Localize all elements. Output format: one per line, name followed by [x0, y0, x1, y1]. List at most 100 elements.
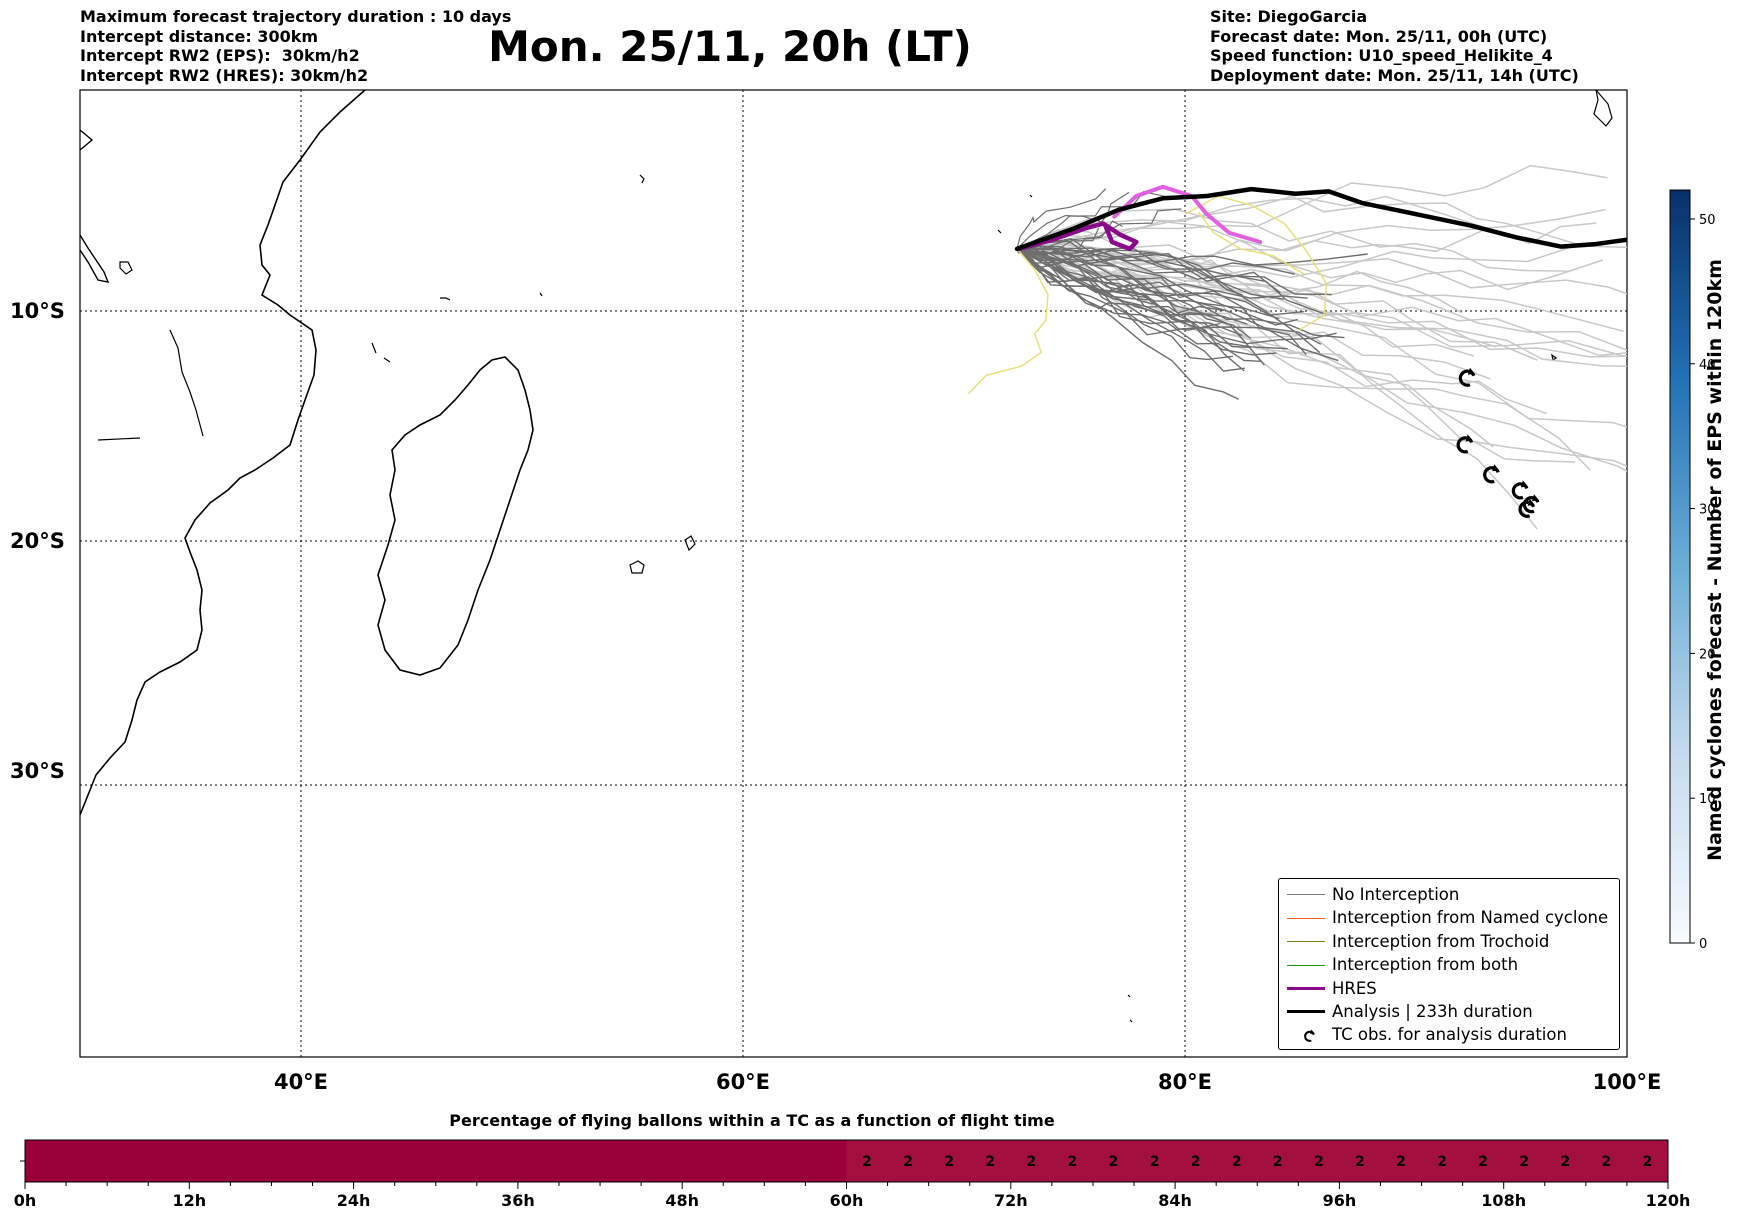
lon-tick-label: 40°E [274, 1070, 328, 1094]
legend-item: No Interception [1279, 884, 1619, 907]
time-bar-cell-value: 2 [1519, 1154, 1529, 1170]
time-bar-cell [1092, 1140, 1135, 1182]
eps-track-light [1016, 248, 1627, 468]
time-bar-cell [1298, 1140, 1340, 1182]
tc-observations [1456, 367, 1540, 518]
eps-track [1016, 248, 1234, 361]
lon-tick-label: 60°E [716, 1070, 770, 1094]
time-bar-cell-value: 2 [985, 1154, 995, 1170]
time-bar-tick-label: 0h [14, 1191, 37, 1210]
time-bar-cell [928, 1140, 970, 1182]
eps-track [1016, 248, 1221, 331]
time-bar-title: Percentage of flying ballons within a TC… [449, 1111, 1055, 1130]
cyclone-icon [1458, 367, 1476, 387]
time-bar-tick-label: 60h [830, 1191, 864, 1210]
time-bar-cell [1175, 1140, 1217, 1182]
cyclone-icon [1518, 498, 1536, 518]
time-bar-cell [1626, 1140, 1668, 1182]
eps-track-light [1016, 220, 1604, 291]
header-left-line: Intercept RW2 (HRES): 30km/h2 [80, 65, 369, 85]
colorbar: 0 10 20 30 40 50 [1669, 189, 1716, 952]
legend-item: Interception from Named cyclone [1279, 907, 1619, 930]
eps-track [1016, 248, 1288, 350]
map-content [80, 90, 1627, 1057]
legend-swatch [1287, 964, 1325, 966]
lon-tick-label: 100°E [1593, 1070, 1662, 1094]
time-bar-cell [1380, 1140, 1422, 1182]
eps-track-trochoid [967, 248, 1049, 395]
colorbar-tick-label: 20 [1699, 647, 1716, 662]
legend-swatch [1287, 894, 1325, 896]
legend-label: Analysis | 233h duration [1332, 1002, 1533, 1021]
time-bar-cell-value: 2 [1232, 1154, 1242, 1170]
legend-label: Interception from Trochoid [1332, 931, 1550, 951]
legend: No Interception Interception from Named c… [1278, 878, 1620, 1050]
time-bar-cell [1462, 1140, 1504, 1182]
time-bar-cell-value: 2 [862, 1154, 872, 1170]
header-left-line: Maximum forecast trajectory duration : 1… [80, 7, 512, 26]
legend-item: Interception from both [1279, 954, 1619, 977]
header-left-info: Maximum forecast trajectory duration : 1… [80, 7, 511, 85]
time-bar-cell-value: 2 [1273, 1154, 1283, 1170]
colorbar-tick-label: 0 [1699, 937, 1707, 952]
time-bar-cell-value: 2 [1026, 1154, 1036, 1170]
time-bar-tick-label: 48h [665, 1191, 699, 1210]
time-bar-tick-label: 84h [1158, 1191, 1192, 1210]
time-bar-tick-label: 12h [172, 1191, 206, 1210]
eps-track [1016, 248, 1248, 325]
colorbar-tick-label: 50 [1699, 213, 1716, 228]
lat-tick-label: 20°S [10, 529, 65, 553]
time-bar-cell-value: 2 [1109, 1154, 1119, 1170]
eps-track-trochoid [1197, 211, 1305, 275]
colorbar-tick-label: 10 [1699, 792, 1716, 807]
time-bar-tick-label: 72h [994, 1191, 1028, 1210]
header-right-line: Forecast date: Mon. 25/11, 00h (UTC) [1210, 26, 1548, 46]
time-bar-cell-value: 2 [1191, 1154, 1201, 1170]
eps-track [1016, 248, 1339, 362]
hres-track [1017, 221, 1139, 252]
lat-tick-label: 30°S [10, 759, 65, 783]
cyclone-icon [1456, 434, 1474, 454]
eps-track-light [1016, 239, 1627, 279]
cyclone-icon [1483, 464, 1500, 484]
time-bar-cell [846, 1140, 888, 1182]
legend-swatch [1287, 941, 1325, 943]
header-right-line: Deployment date: Mon. 25/11, 14h (UTC) [1210, 65, 1579, 85]
time-bar-cell [1585, 1140, 1627, 1182]
time-bar-cell [1339, 1140, 1381, 1182]
header-right-line: Speed function: U10_speed_Helikite_4 [1210, 46, 1553, 65]
eps-track [1016, 188, 1107, 250]
time-bar-cell [1503, 1140, 1545, 1182]
legend-item: HRES [1279, 978, 1619, 1001]
legend-label: Interception from both [1332, 955, 1519, 975]
time-bar-cell-value: 2 [1150, 1154, 1160, 1170]
eps-track [1016, 240, 1298, 326]
eps-track [1016, 246, 1326, 315]
colorbar-title: Named cyclones forecast - Number of EPS … [1704, 259, 1726, 861]
time-bar-cell-value: 2 [1643, 1154, 1653, 1170]
eps-track [1016, 248, 1239, 400]
legend-item: Interception from Trochoid [1279, 931, 1619, 954]
header-left-line: Intercept distance: 300km [80, 26, 319, 46]
time-bar-cell [969, 1140, 1011, 1182]
eps-track-light [1016, 248, 1627, 428]
time-bar: 2 2 2 2 2 2 2 2 2 2 2 2 2 2 2 2 2 2 2 2 0h 12h 24h 36h 48h 60h 72h… [14, 1139, 1690, 1210]
africa-coastline [80, 90, 366, 816]
cyclone-icon [1287, 1024, 1325, 1046]
coast-fragment [80, 129, 110, 283]
eps-track [1016, 191, 1130, 250]
time-bar-tick-label: 108h [1481, 1191, 1526, 1210]
time-bar-cell-value: 2 [1478, 1154, 1488, 1170]
time-bar-cell [887, 1140, 929, 1182]
time-bar-cell [1216, 1140, 1258, 1182]
time-bar-cell-value: 2 [1437, 1154, 1447, 1170]
time-bar-cell [1051, 1140, 1093, 1182]
time-bar-cell [1010, 1140, 1052, 1182]
madagascar-island [377, 356, 534, 676]
legend-item: TC obs. for analysis duration [1279, 1024, 1619, 1047]
cyclone-icon [1511, 480, 1529, 500]
header-left-line: Intercept RW2 (EPS): 30km/h2 [80, 46, 360, 65]
time-bar-cell-value: 2 [944, 1154, 954, 1170]
time-bar-cell-value: 2 [1396, 1154, 1406, 1170]
time-bar-cell-value: 2 [1560, 1154, 1570, 1170]
